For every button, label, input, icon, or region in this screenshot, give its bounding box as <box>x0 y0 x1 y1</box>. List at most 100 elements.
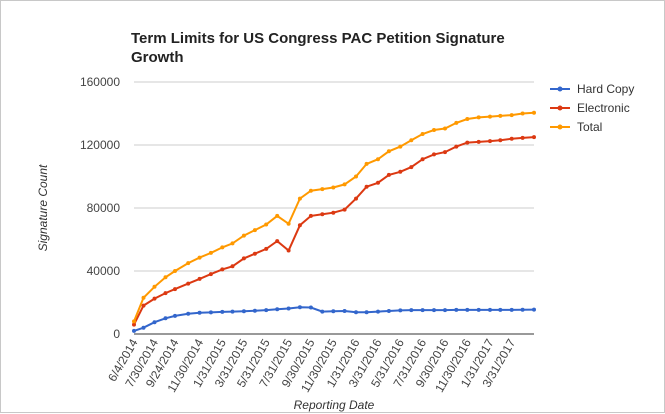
legend-item-hard-copy: Hard Copy <box>550 82 634 96</box>
data-point-total <box>488 114 492 119</box>
data-point-total <box>454 120 459 125</box>
data-point-electronic <box>241 256 246 261</box>
data-point-hard-copy <box>364 310 369 315</box>
data-point-electronic <box>308 213 313 218</box>
data-point-electronic <box>409 165 414 170</box>
data-point-hard-copy <box>152 320 157 325</box>
data-point-electronic <box>197 276 202 281</box>
series-line-total <box>133 111 535 322</box>
data-point-hard-copy <box>488 307 492 312</box>
data-point-hard-copy <box>498 307 503 312</box>
x-axis-title: Reporting Date <box>294 398 375 412</box>
data-point-hard-copy <box>186 311 191 316</box>
data-point-hard-copy <box>420 308 425 313</box>
data-point-hard-copy <box>163 316 168 321</box>
data-point-total <box>132 319 136 324</box>
data-point-electronic <box>488 139 492 144</box>
data-point-total <box>476 115 481 120</box>
legend-label: Hard Copy <box>577 82 634 96</box>
data-point-electronic <box>220 267 225 272</box>
data-point-hard-copy <box>331 309 336 314</box>
data-point-electronic <box>275 239 280 244</box>
data-point-total <box>308 188 313 193</box>
data-point-electronic <box>465 140 470 145</box>
data-point-total <box>409 138 414 143</box>
data-point-total <box>252 228 257 233</box>
data-point-total <box>364 161 369 166</box>
data-point-electronic <box>420 157 425 162</box>
data-point-electronic <box>320 212 325 217</box>
y-tick-label: 0 <box>113 327 120 341</box>
data-point-total <box>275 213 280 218</box>
data-point-hard-copy <box>230 309 235 314</box>
data-point-hard-copy <box>520 307 525 312</box>
data-point-electronic <box>354 196 358 201</box>
data-point-total <box>376 157 380 162</box>
legend-swatch-marker <box>557 105 563 111</box>
data-point-total <box>173 269 177 273</box>
data-point-total <box>220 245 225 250</box>
data-point-total <box>208 250 213 255</box>
data-point-total <box>331 185 336 190</box>
data-point-total <box>342 182 347 187</box>
data-point-total <box>141 295 146 300</box>
chart-title-line-2: Growth <box>131 49 184 66</box>
data-point-hard-copy <box>509 307 514 312</box>
data-point-electronic <box>364 184 369 189</box>
data-point-electronic <box>186 281 191 286</box>
data-point-total <box>386 149 391 154</box>
data-point-hard-copy <box>132 328 136 333</box>
data-point-hard-copy <box>197 310 202 315</box>
data-point-electronic <box>342 207 347 212</box>
data-point-electronic <box>173 287 177 292</box>
data-point-total <box>230 241 235 246</box>
data-point-hard-copy <box>465 307 470 312</box>
data-point-hard-copy <box>432 308 436 313</box>
data-point-hard-copy <box>141 325 146 330</box>
data-point-hard-copy <box>386 309 391 313</box>
series-line-electronic <box>133 136 535 326</box>
legend-label: Electronic <box>577 101 630 115</box>
data-point-hard-copy <box>275 307 280 312</box>
data-point-total <box>354 174 358 179</box>
data-point-hard-copy <box>264 308 269 313</box>
data-point-electronic <box>152 296 157 301</box>
legend-item-electronic: Electronic <box>550 101 630 115</box>
y-tick-label: 160000 <box>80 75 120 89</box>
data-point-hard-copy <box>297 305 302 310</box>
y-tick-label: 120000 <box>80 138 120 152</box>
legend-swatch-marker <box>557 86 563 92</box>
data-point-total <box>241 233 246 238</box>
data-point-hard-copy <box>354 310 358 315</box>
data-point-electronic <box>141 303 146 308</box>
data-point-total <box>509 113 514 118</box>
legend-item-total: Total <box>550 120 602 134</box>
data-point-total <box>186 261 191 266</box>
data-point-electronic <box>286 248 291 253</box>
data-point-total <box>532 110 536 115</box>
data-point-hard-copy <box>208 310 213 315</box>
data-point-hard-copy <box>220 309 225 314</box>
data-point-electronic <box>454 144 459 149</box>
data-point-electronic <box>331 210 336 215</box>
data-point-electronic <box>443 150 447 155</box>
legend-label: Total <box>577 120 602 134</box>
data-point-total <box>432 128 436 132</box>
data-point-total <box>443 126 447 131</box>
data-point-total <box>264 222 269 227</box>
y-tick-label: 80000 <box>87 201 121 215</box>
data-point-total <box>420 132 425 136</box>
data-point-hard-copy <box>308 305 313 310</box>
y-axis-title: Signature Count <box>36 164 50 251</box>
legend-swatch-marker <box>557 124 563 130</box>
data-point-electronic <box>398 169 403 174</box>
data-point-hard-copy <box>476 307 481 312</box>
data-point-hard-copy <box>252 308 257 313</box>
data-point-electronic <box>432 152 436 157</box>
data-point-hard-copy <box>443 308 447 313</box>
data-point-electronic <box>252 251 257 256</box>
data-point-electronic <box>376 180 380 185</box>
data-point-hard-copy <box>342 309 347 313</box>
